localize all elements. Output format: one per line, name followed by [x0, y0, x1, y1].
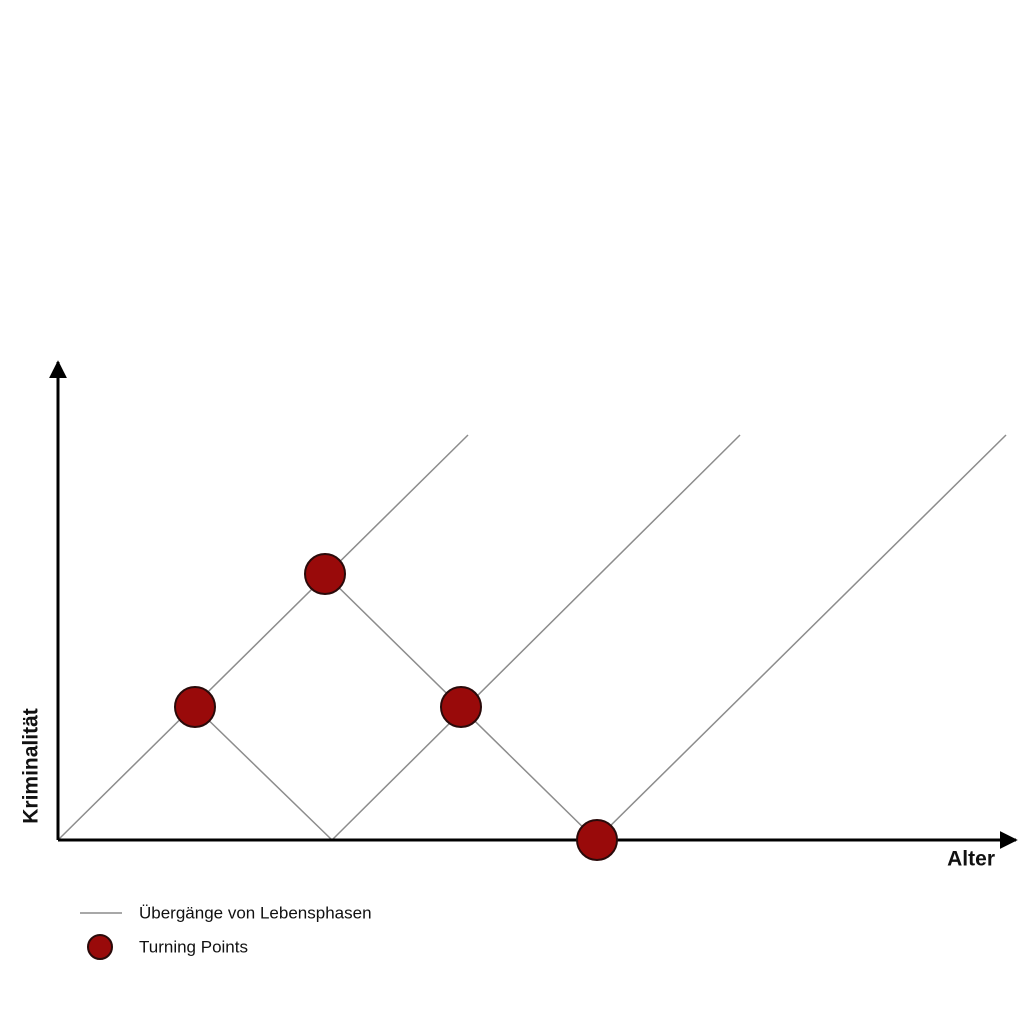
- turning-point: [440, 686, 482, 728]
- phase-line: [194, 706, 333, 841]
- legend-circle-swatch: [87, 934, 113, 960]
- y-axis-label: Kriminalität: [20, 708, 43, 824]
- phase-line: [331, 434, 741, 841]
- x-axis-label: Alter: [947, 848, 995, 871]
- phase-lines: [57, 434, 1007, 841]
- turning-point: [174, 686, 216, 728]
- phase-line: [595, 434, 1007, 841]
- turning-points: [174, 553, 618, 861]
- turning-point: [304, 553, 346, 595]
- legend-label: Turning Points: [139, 937, 248, 956]
- phase-line: [57, 434, 469, 841]
- turning-point: [576, 819, 618, 861]
- legend-label: Übergänge von Lebensphasen: [139, 903, 372, 922]
